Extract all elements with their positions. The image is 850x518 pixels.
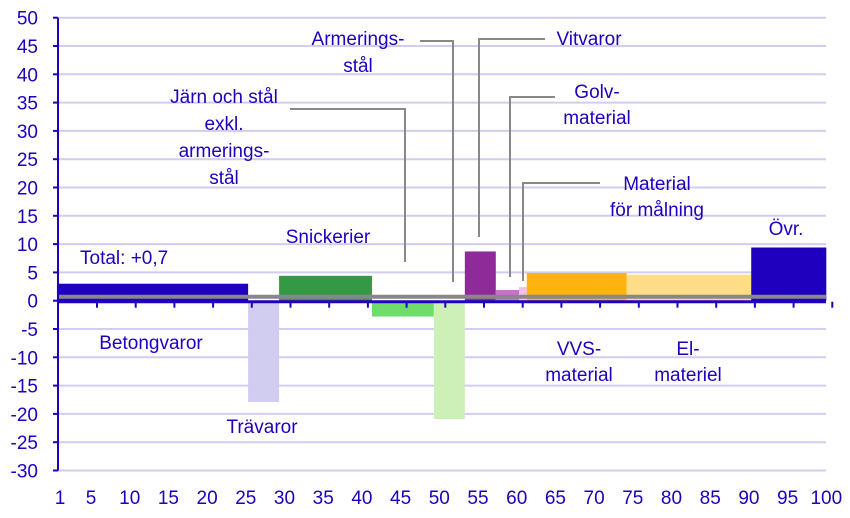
y-tick-label: 10 — [17, 235, 38, 256]
bars — [56, 247, 827, 419]
label-vitvaror: Vitvaror — [556, 29, 622, 50]
x-tick-label: 55 — [467, 488, 488, 509]
x-tick-label: 80 — [661, 488, 682, 509]
label-malning-1: Material — [623, 174, 691, 195]
y-tick-label: -5 — [21, 320, 38, 341]
y-tick-label: -20 — [11, 405, 38, 426]
bar — [751, 247, 827, 301]
y-tick-label: -10 — [11, 348, 38, 369]
label-vvs-1: VVS- — [557, 339, 601, 360]
label-snickerier: Snickerier — [286, 227, 371, 248]
x-tick-label: 10 — [119, 488, 140, 509]
x-tick-label: 35 — [313, 488, 334, 509]
x-tick-label: 20 — [197, 488, 218, 509]
x-tick-label: 25 — [235, 488, 256, 509]
label-jarn-3: armerings- — [179, 141, 270, 162]
bar — [371, 300, 434, 317]
leader-line — [420, 40, 454, 282]
label-golv-1: Golv- — [574, 82, 619, 103]
x-tick-label: 70 — [584, 488, 605, 509]
label-armering-1: Armerings- — [312, 29, 405, 50]
y-tick-label: 50 — [17, 9, 38, 30]
leader-lines — [290, 38, 600, 282]
label-ovr: Övr. — [769, 219, 804, 240]
x-tick-label: 85 — [700, 488, 721, 509]
x-tick-label: 1 — [55, 488, 66, 509]
bar-labels: Total: +0,7 Betongvaror Trävaror Snicker… — [80, 29, 803, 438]
leader-line — [478, 38, 545, 237]
leader-line — [290, 108, 406, 262]
y-tick-label: 35 — [17, 94, 38, 115]
label-golv-2: material — [563, 108, 631, 129]
x-tick-label: 15 — [158, 488, 179, 509]
y-tick-label: 30 — [17, 122, 38, 143]
label-el-1: El- — [676, 339, 699, 360]
x-tick-label: 5 — [86, 488, 97, 509]
y-tick-label: 40 — [17, 65, 38, 86]
y-tick-label: 5 — [27, 263, 38, 284]
x-tick-label: 90 — [738, 488, 759, 509]
label-betongvaror: Betongvaror — [99, 333, 203, 354]
y-tick-label: 15 — [17, 207, 38, 228]
x-tick-label: 50 — [429, 488, 450, 509]
x-tick-label: 95 — [777, 488, 798, 509]
leader-line — [509, 96, 555, 277]
x-tick-label: 40 — [351, 488, 372, 509]
y-tick-label: -25 — [11, 433, 38, 454]
leader-line — [522, 182, 600, 281]
x-tick-label: 65 — [545, 488, 566, 509]
label-armering-2: stål — [343, 56, 373, 77]
x-tick-label: 100 — [810, 488, 842, 509]
label-jarn-4: stål — [209, 168, 239, 189]
bar — [248, 300, 280, 403]
label-malning-2: för målning — [610, 200, 704, 221]
bar — [433, 300, 465, 419]
total-label: Total: +0,7 — [80, 248, 168, 269]
x-tick-label: 30 — [274, 488, 295, 509]
y-tick-label: 25 — [17, 150, 38, 171]
y-tick-label: -15 — [11, 377, 38, 398]
label-vvs-2: material — [545, 365, 613, 386]
y-tick-label: 45 — [17, 37, 38, 58]
y-tick-label: 0 — [27, 292, 38, 313]
bar — [464, 251, 496, 301]
x-tick-label: 45 — [390, 488, 411, 509]
x-tick-label: 75 — [622, 488, 643, 509]
label-jarn-2: exkl. — [204, 114, 243, 135]
label-jarn-1: Järn och stål — [170, 87, 278, 108]
label-travaror: Trävaror — [226, 417, 298, 438]
y-tick-label: -30 — [11, 462, 38, 483]
label-el-2: materiel — [654, 365, 722, 386]
bar — [519, 287, 527, 301]
x-tick-label: 60 — [506, 488, 527, 509]
y-tick-label: 20 — [17, 179, 38, 200]
